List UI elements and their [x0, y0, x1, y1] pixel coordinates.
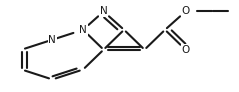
- Text: O: O: [181, 7, 190, 16]
- Text: O: O: [181, 45, 190, 55]
- Text: N: N: [49, 35, 56, 45]
- Text: N: N: [79, 25, 87, 35]
- Text: N: N: [100, 7, 108, 16]
